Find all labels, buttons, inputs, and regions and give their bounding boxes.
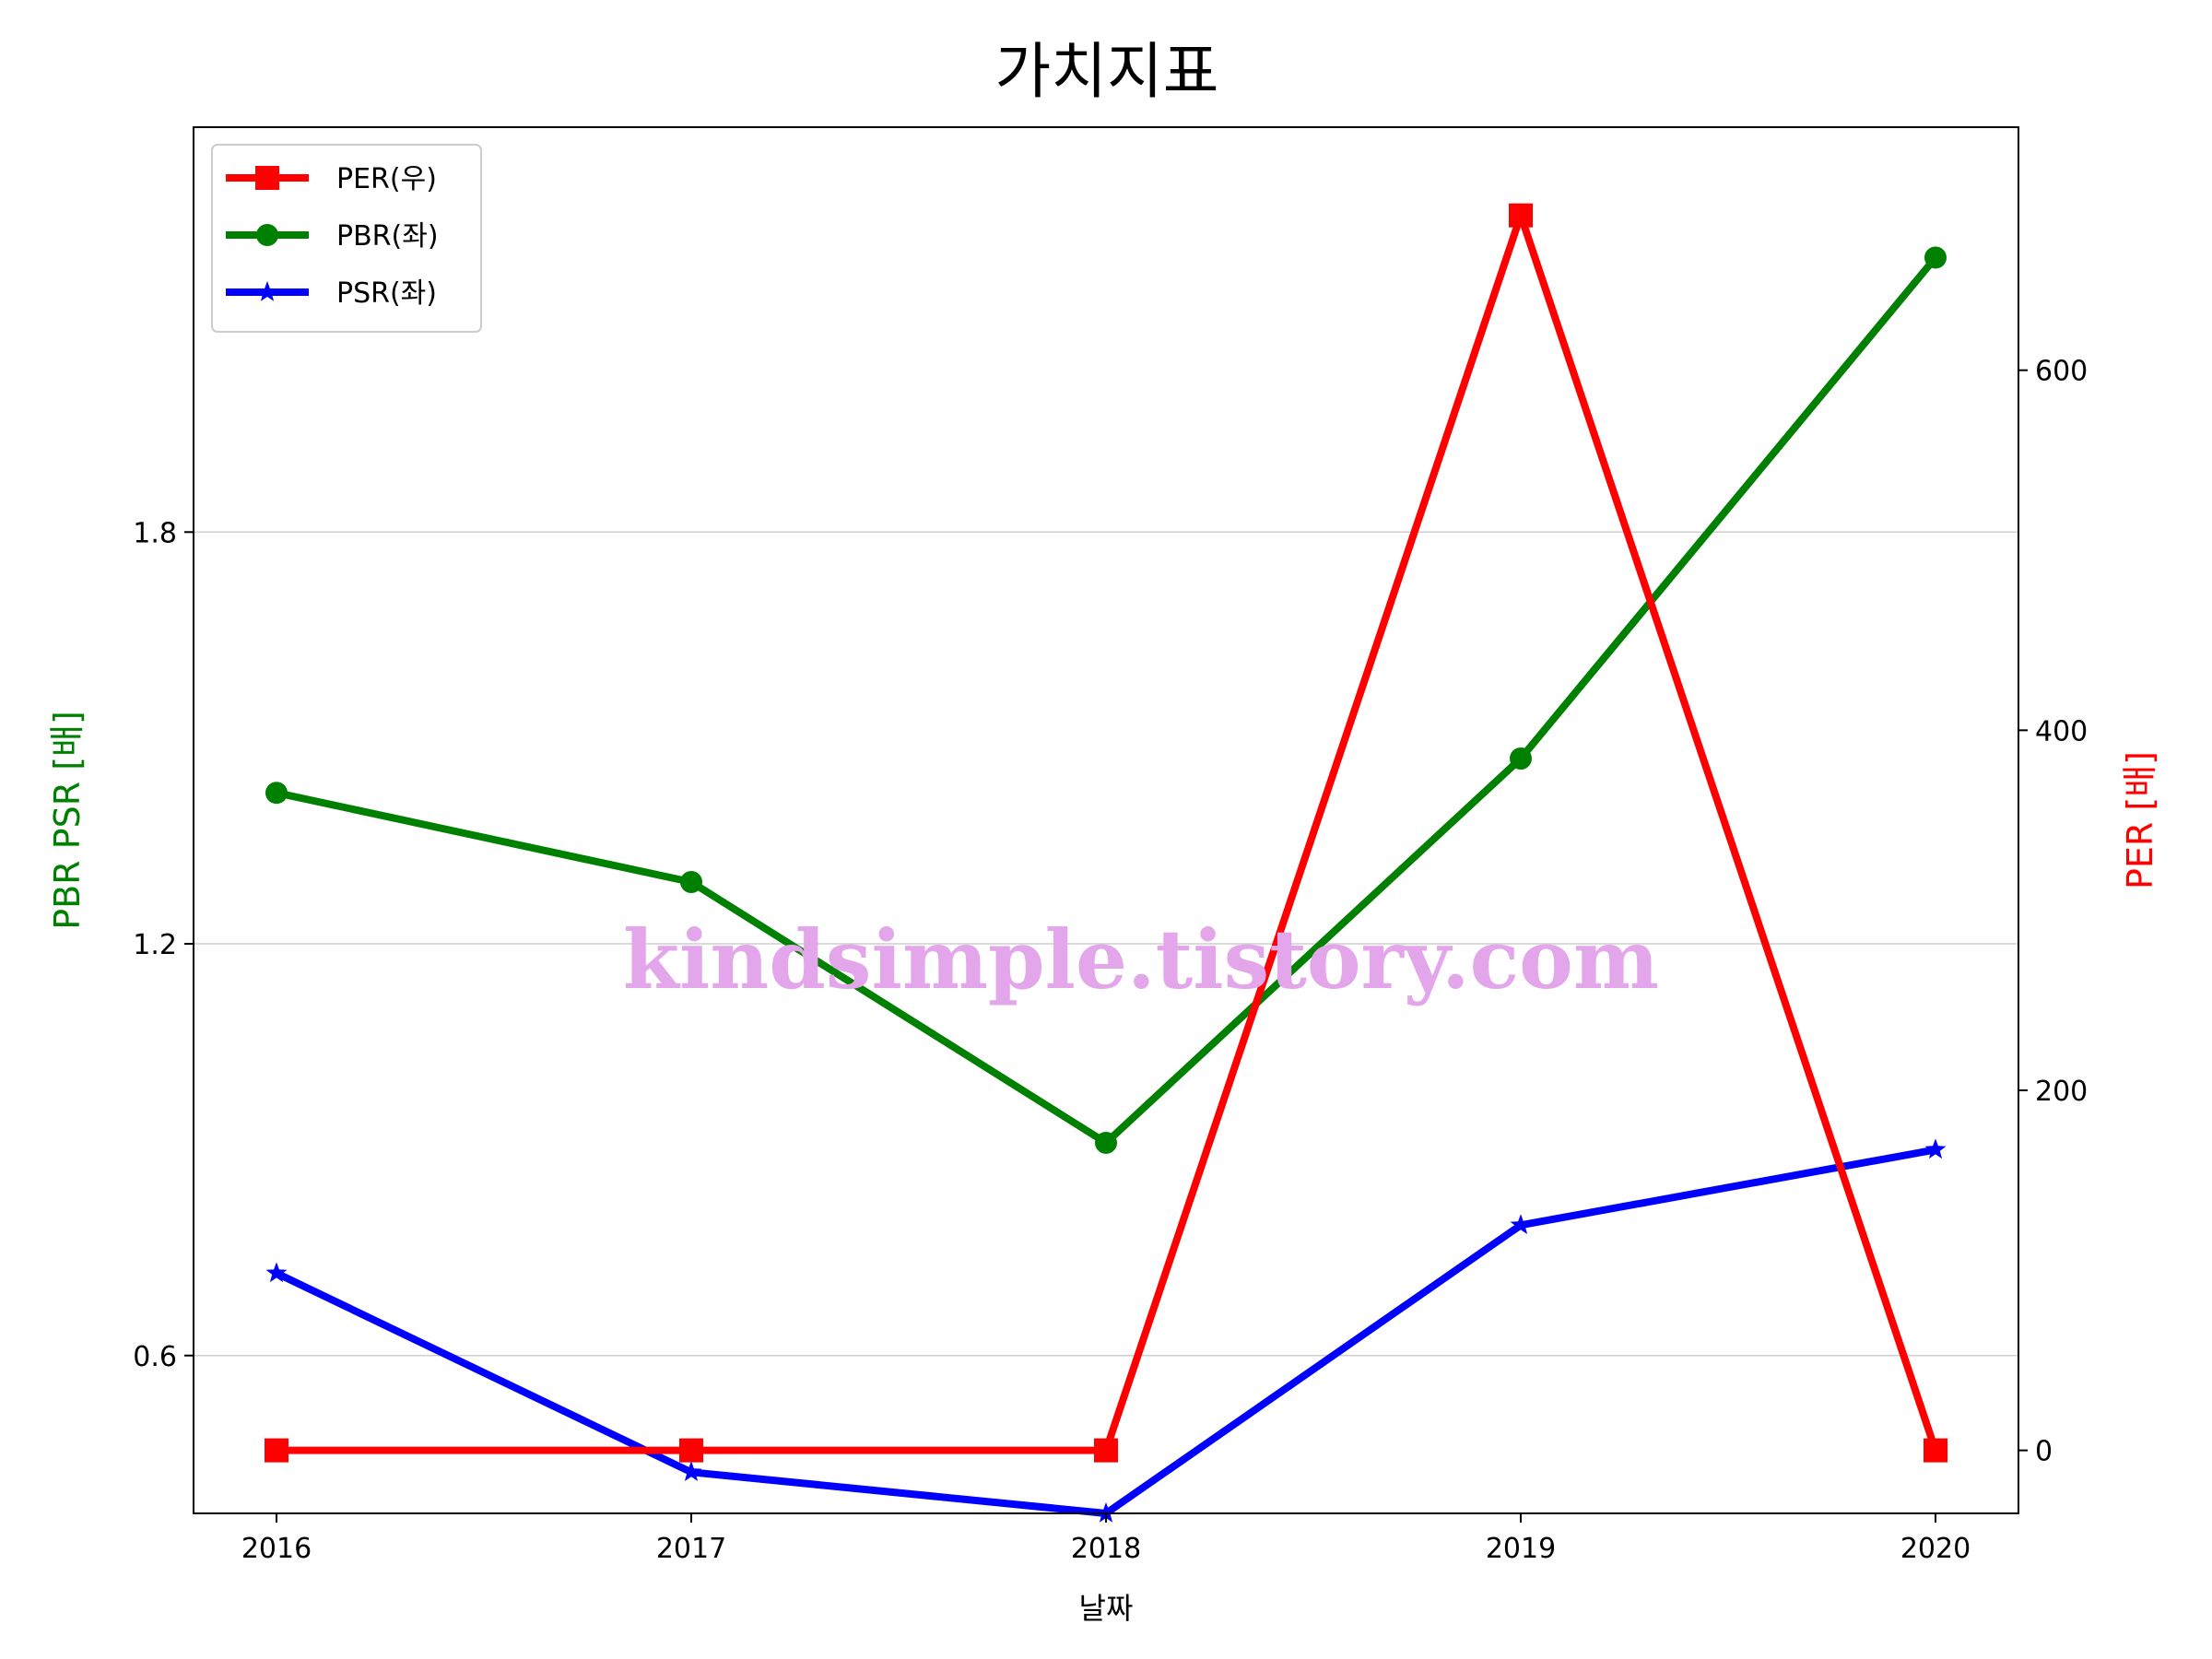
left-tick-label: 1.8 [133,517,177,549]
data-point-psr [265,1262,288,1283]
legend: PER(우) PBR(좌) PSR(좌) [211,144,482,333]
series-pbr [265,246,1947,1154]
legend-box [211,144,482,333]
data-point-psr [1510,1214,1532,1234]
gridlines [194,531,2018,1357]
watermark: kindsimple.tistory.com [623,912,1659,1007]
data-point-pbr [1510,747,1532,770]
x-axis-label: 날짜 [1079,1591,1134,1626]
legend-item-pbr: PBR(좌) [226,220,439,253]
right-tick-label: 600 [2035,356,2088,388]
data-point-psr [1924,1138,1947,1159]
data-point-pbr [1095,1131,1117,1154]
data-point-pbr [265,782,288,805]
legend-item-psr: PSR(좌) [226,277,437,310]
right-tick-label: 0 [2035,1436,2053,1468]
data-point-per [1094,1438,1118,1463]
x-axis-ticks: 2016 2017 2018 2019 2020 [241,1513,1971,1565]
data-point-psr [680,1461,702,1481]
x-tick-label: 2018 [1071,1533,1141,1565]
data-point-per [1509,203,1533,228]
left-tick-label: 1.2 [133,929,177,961]
chart-title: 가치지표 [995,36,1219,107]
legend-swatch-marker [256,281,278,301]
right-tick-label: 200 [2035,1076,2088,1108]
x-tick-label: 2017 [656,1533,726,1565]
x-tick-label: 2020 [1900,1533,1971,1565]
data-point-per [1924,1438,1947,1463]
right-tick-label: 400 [2035,715,2088,747]
legend-label: PER(우) [336,163,437,195]
x-tick-label: 2016 [241,1533,312,1565]
legend-swatch-marker [255,166,279,190]
series-layer [265,203,1947,1523]
data-point-per [679,1438,703,1463]
series-per [265,203,1947,1463]
legend-item-per: PER(우) [226,163,437,195]
right-y-axis-ticks: 0 200 400 600 [2018,356,2088,1468]
left-tick-label: 0.6 [133,1341,177,1373]
left-y-axis-label: PBR PSR [배] [47,711,88,930]
data-point-pbr [1924,246,1947,269]
data-point-per [265,1438,288,1463]
x-tick-label: 2019 [1486,1533,1556,1565]
data-point-psr [1095,1502,1117,1523]
left-y-axis-ticks: 0.6 1.2 1.8 [133,517,194,1373]
legend-label: PBR(좌) [336,220,439,253]
data-point-pbr [680,871,702,894]
right-y-axis-label: PER [배] [2120,751,2160,889]
watermark-text: kindsimple.tistory.com [623,912,1659,1007]
legend-swatch-marker [256,224,278,246]
legend-label: PSR(좌) [336,277,437,310]
